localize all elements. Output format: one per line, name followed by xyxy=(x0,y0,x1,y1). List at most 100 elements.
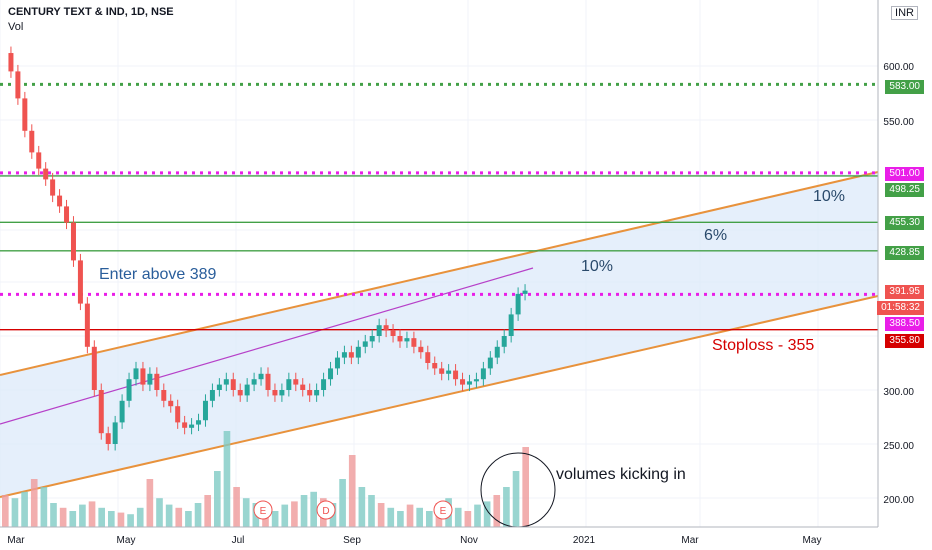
candle-body xyxy=(515,293,521,315)
candle-body xyxy=(258,373,264,380)
volume-bar xyxy=(368,495,375,527)
volume-bar xyxy=(214,471,221,527)
volume-bar xyxy=(98,507,105,527)
y-tick-label: 300.00 xyxy=(883,387,914,398)
volume-bar xyxy=(59,507,67,527)
candle-body xyxy=(77,260,83,304)
volume-bar xyxy=(291,501,298,527)
volume-bar xyxy=(194,503,202,527)
volume-bar xyxy=(503,487,510,527)
volume-bar xyxy=(69,511,77,527)
candle-body xyxy=(29,130,35,153)
volume-bar xyxy=(146,479,154,527)
candle-body xyxy=(244,384,250,396)
volume-bar xyxy=(108,511,115,527)
candle-body xyxy=(161,390,167,401)
candle-body xyxy=(494,346,500,358)
candle-body xyxy=(70,222,76,261)
volume-bar xyxy=(156,498,163,527)
candle-body xyxy=(390,330,396,336)
candle-body xyxy=(133,368,139,380)
event-marker-label: D xyxy=(322,506,329,517)
candle-body xyxy=(84,303,90,347)
price-label: 583.00 xyxy=(885,80,924,94)
candle-body xyxy=(154,373,160,390)
candle-body xyxy=(397,336,403,342)
x-tick-label: Sep xyxy=(343,535,361,546)
candle-body xyxy=(140,368,146,385)
candle-body xyxy=(189,424,195,428)
pct-label-2: 6% xyxy=(704,227,728,244)
x-tick-label: 2021 xyxy=(573,535,596,546)
candle-body xyxy=(425,352,431,363)
y-tick-label: 200.00 xyxy=(883,495,914,506)
volumes-annotation: volumes kicking in xyxy=(556,466,686,483)
candle-body xyxy=(487,357,493,369)
volume-bar xyxy=(416,507,423,527)
volume-bar xyxy=(30,479,38,527)
volume-bar xyxy=(127,514,134,527)
candle-body xyxy=(237,390,243,396)
candle-body xyxy=(50,179,56,196)
volume-bar xyxy=(88,501,96,527)
candle-body xyxy=(98,390,104,434)
candle-body xyxy=(112,422,118,444)
price-label: 428.85 xyxy=(885,246,924,260)
volume-bar xyxy=(493,495,501,527)
stoploss-annotation: Stoploss - 355 xyxy=(712,337,815,354)
candle-body xyxy=(446,370,452,374)
candle-body xyxy=(223,379,229,385)
candle-body xyxy=(334,357,340,369)
candle-body xyxy=(348,352,354,358)
x-tick-label: May xyxy=(803,535,822,546)
y-tick-label: 600.00 xyxy=(883,62,914,73)
x-tick-label: Mar xyxy=(7,535,25,546)
volume-bar xyxy=(204,495,211,527)
candle-body xyxy=(314,390,320,396)
candle-body xyxy=(321,379,327,390)
candle-body xyxy=(43,168,49,180)
channel-upper-line xyxy=(0,171,879,376)
candle-body xyxy=(175,406,181,423)
event-marker-1 xyxy=(316,500,336,520)
candle-body xyxy=(480,368,486,380)
candle-body xyxy=(279,390,285,396)
volume-bar xyxy=(233,487,240,527)
volume-bar xyxy=(426,511,433,527)
candle-body xyxy=(473,379,479,382)
volume-bar xyxy=(310,491,317,527)
candle-body xyxy=(307,390,313,396)
volume-bar xyxy=(358,487,366,527)
volume-bar xyxy=(512,471,520,527)
volume-bar xyxy=(21,491,28,527)
candle-body xyxy=(404,338,410,342)
candle-body xyxy=(251,379,257,385)
candle-body xyxy=(508,314,514,336)
candle-body xyxy=(362,341,368,347)
price-label: 455.30 xyxy=(885,216,924,230)
candle-body xyxy=(341,352,347,358)
volume-bar xyxy=(242,498,250,527)
event-marker-label: E xyxy=(260,506,267,517)
volume-bar xyxy=(377,503,385,527)
candle-body xyxy=(328,368,334,380)
candle-body xyxy=(202,400,208,421)
candle-body xyxy=(57,195,63,207)
candle-body xyxy=(36,152,42,169)
candle-body xyxy=(196,420,202,425)
candle-body xyxy=(119,400,125,423)
candle-body xyxy=(466,381,472,385)
candle-body xyxy=(522,290,528,294)
trend-line xyxy=(0,267,534,425)
candle-body xyxy=(376,325,382,336)
volume-bar xyxy=(483,501,491,527)
candle-body xyxy=(383,325,389,331)
volume-indicator-label: Vol xyxy=(8,21,24,33)
candle-body xyxy=(355,346,361,358)
currency-label[interactable]: INR xyxy=(891,6,918,20)
volume-bar xyxy=(136,507,144,527)
candle-body xyxy=(453,370,459,380)
volume-bar xyxy=(185,511,192,527)
